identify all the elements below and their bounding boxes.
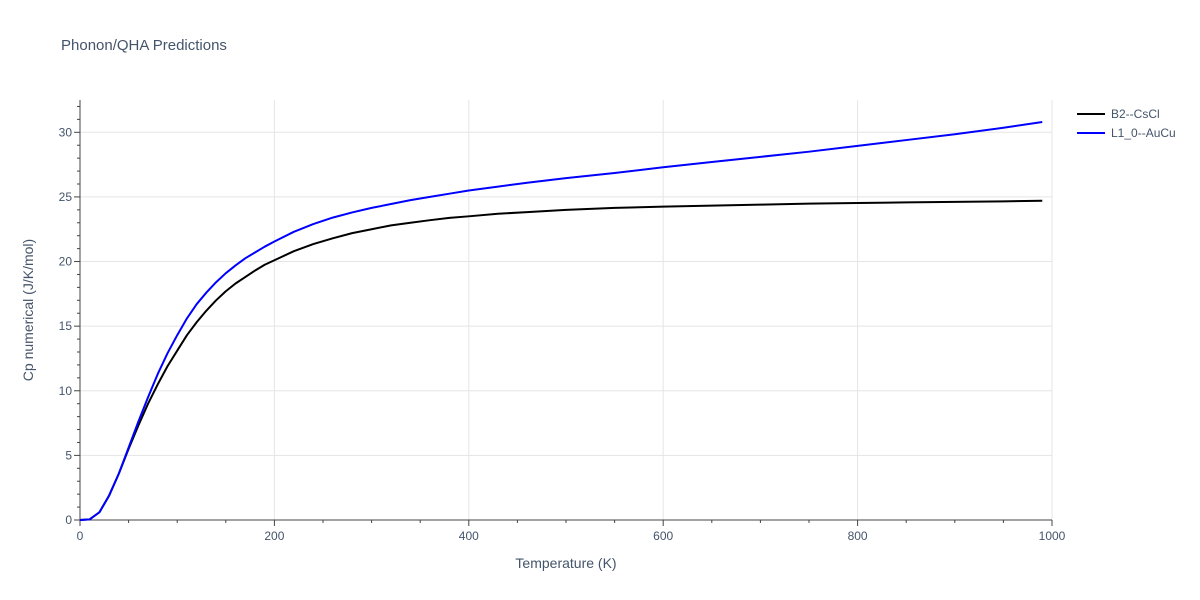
y-tick-label: 25 xyxy=(59,190,73,204)
y-tick-label: 15 xyxy=(59,319,73,333)
series-lines xyxy=(79,120,1043,521)
grid xyxy=(80,100,1053,520)
y-tick-label: 5 xyxy=(65,448,72,462)
legend-item-0[interactable]: B2--CsCl xyxy=(1077,107,1160,121)
y-tick-label: 30 xyxy=(59,125,73,139)
chart-title: Phonon/QHA Predictions xyxy=(61,37,227,54)
x-axis-title: Temperature (K) xyxy=(515,555,616,571)
x-tick-label: 800 xyxy=(848,529,868,543)
y-tick-label: 20 xyxy=(59,255,73,269)
legend-label: L1_0--AuCu xyxy=(1111,126,1176,140)
series-line-1 xyxy=(79,120,1043,521)
y-axis-title: Cp numerical (J/K/mol) xyxy=(20,239,36,381)
legend-label: B2--CsCl xyxy=(1111,107,1160,121)
y-tick-label: 0 xyxy=(65,513,72,527)
x-tick-label: 1000 xyxy=(1039,529,1066,543)
x-tick-label: 600 xyxy=(653,529,673,543)
legend-item-1[interactable]: L1_0--AuCu xyxy=(1077,126,1176,140)
x-tick-label: 400 xyxy=(459,529,479,543)
axes xyxy=(74,100,1053,526)
legend: B2--CsCl L1_0--AuCu xyxy=(1077,107,1176,140)
x-tick-label: 0 xyxy=(77,529,84,543)
series-line-0 xyxy=(79,199,1043,521)
tick-labels: 0 200 400 600 800 1000 0 5 10 15 20 25 30 xyxy=(59,125,1066,543)
x-tick-label: 200 xyxy=(264,529,284,543)
y-tick-label: 10 xyxy=(59,384,73,398)
